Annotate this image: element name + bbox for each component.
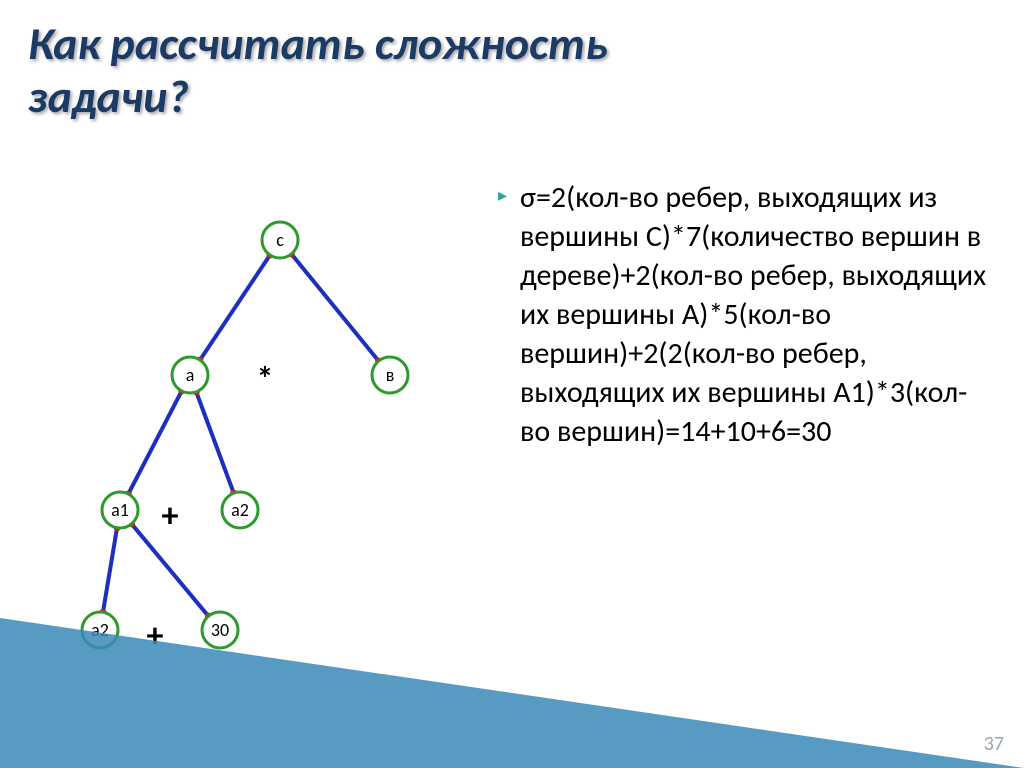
tree-node-label: а [186, 364, 195, 386]
tree-node-label: в [386, 364, 395, 386]
accent-triangle [0, 618, 1024, 768]
tree-node-label: а1 [111, 499, 129, 521]
bullet-marker-icon: ▸ [498, 184, 507, 207]
tree-edge [200, 255, 270, 360]
formula-text: ▸ σ=2(кол-во ребер, выходящих из вершины… [520, 178, 990, 451]
tree-edge [196, 392, 233, 493]
bullet-content: σ=2(кол-во ребер, выходящих из вершины С… [520, 179, 986, 450]
operator-label: + [162, 496, 179, 537]
tree-node-label: с [276, 229, 284, 251]
tree-node-label: а2 [231, 499, 249, 521]
tree-edge [128, 391, 181, 494]
tree-diagram: сава1а2а230*++ [30, 200, 480, 660]
tree-edge [291, 254, 378, 361]
tree-edge [132, 524, 209, 616]
operator-label: * [257, 360, 274, 401]
tree-edge [103, 528, 117, 612]
slide-title: Как рассчитать сложность задачи? [28, 18, 608, 124]
page-number: 37 [984, 732, 1004, 756]
